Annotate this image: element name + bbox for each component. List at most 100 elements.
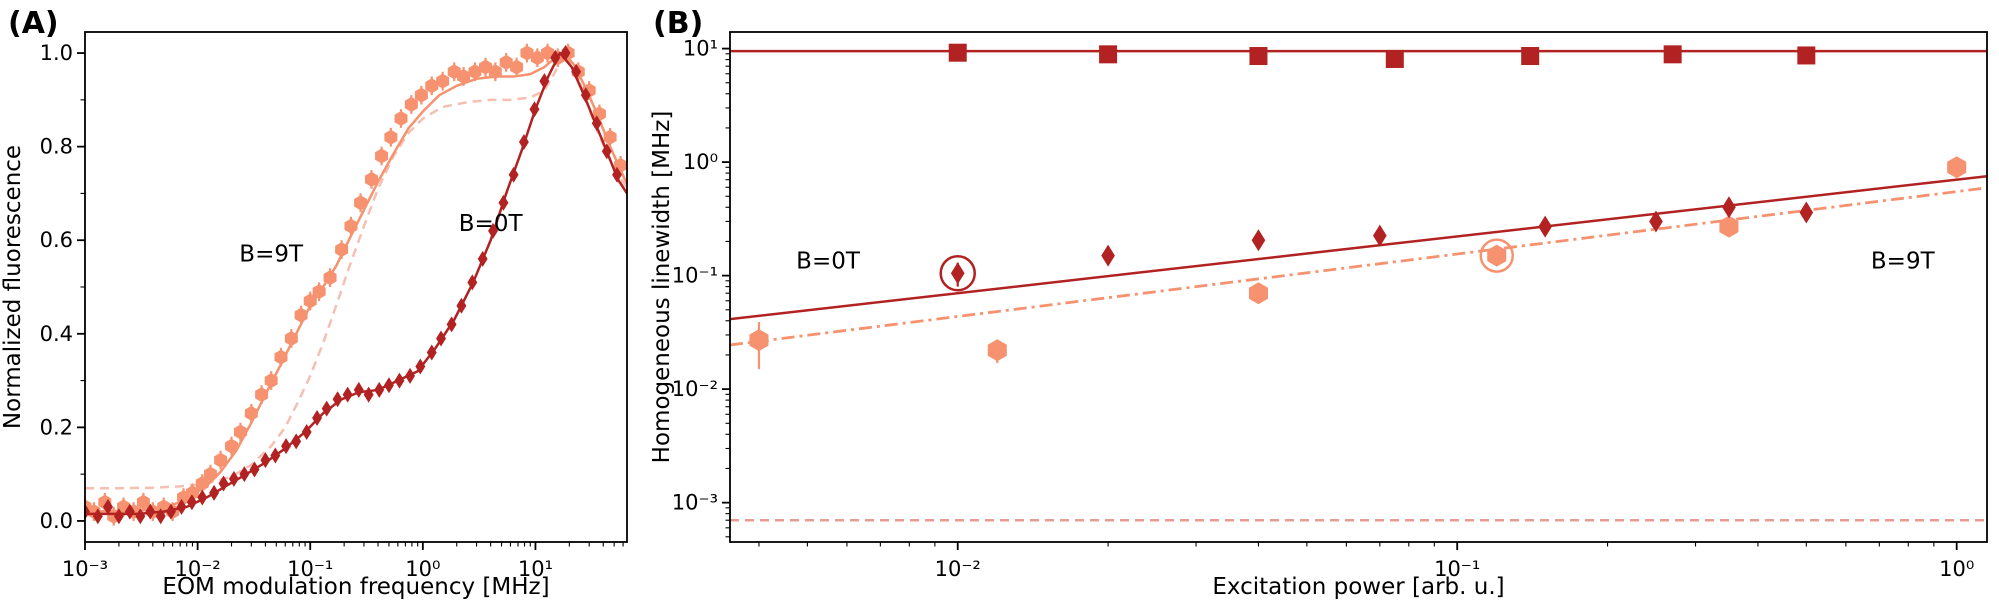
- diamond-marker: [477, 250, 488, 267]
- diamond-marker: [332, 391, 343, 408]
- diamond-marker: [176, 498, 187, 515]
- square-marker: [1663, 45, 1682, 64]
- x-tick-label: 10⁰: [1939, 557, 1974, 581]
- hexagon-marker: [603, 129, 617, 145]
- series-B9T-points: [84, 43, 628, 526]
- diamond-marker: [145, 503, 156, 520]
- diamond-marker: [312, 410, 323, 427]
- panel-a-chart: 10⁻³ 10⁻² 10⁻¹ 10⁰ 10¹ 0.0 0.2 0.4 0.6 0.8 1.0 EOM …: [0, 31, 628, 600]
- hexagon-marker: [499, 54, 513, 70]
- diamond-marker: [1251, 229, 1266, 252]
- diamond-marker: [580, 87, 591, 104]
- axes-box: [729, 31, 1988, 543]
- diamond-marker: [1101, 244, 1115, 267]
- hexagon-marker: [488, 64, 502, 80]
- diamond-marker: [550, 49, 561, 66]
- series-B0T-points: [84, 45, 622, 525]
- diamond-marker: [186, 494, 197, 511]
- diamond-marker: [415, 358, 426, 375]
- diamond-marker: [209, 484, 220, 501]
- y-tick-label: 10¹: [683, 37, 718, 61]
- hexagon-marker: [233, 424, 247, 440]
- diamond-marker: [103, 498, 113, 515]
- hexagon-marker: [404, 97, 418, 113]
- hexagon-marker: [749, 329, 769, 352]
- diamond-marker: [166, 503, 176, 520]
- hexagon-marker: [375, 148, 389, 164]
- hexagon-marker: [323, 270, 337, 286]
- y-tick-label: 10⁰: [683, 150, 718, 174]
- diamond-marker: [518, 133, 529, 150]
- hexagon-marker: [284, 330, 298, 346]
- y-tick-label: 0.6: [40, 228, 73, 252]
- hexagon-marker: [214, 452, 228, 468]
- panel-b-ylabel: Homogeneous linewidth [MHz]: [649, 111, 675, 464]
- annotation-b-9t: B=9T: [239, 241, 304, 267]
- y-tick-label: 1.0: [40, 41, 73, 65]
- hexagon-marker: [255, 387, 269, 403]
- x-tick-label: 10⁻³: [62, 557, 108, 581]
- panel-b-ticks: 10⁻² 10⁻¹ 10⁰ 10⁻³ 10⁻² 10⁻¹ 10⁰ 10¹: [672, 37, 1974, 581]
- x-tick-label: 10⁻²: [935, 557, 981, 581]
- diamond-marker: [571, 63, 582, 80]
- hexagon-marker: [1487, 244, 1507, 267]
- hexagon-marker: [274, 349, 288, 365]
- hexagon-marker: [510, 59, 524, 75]
- hexagon-marker: [478, 59, 492, 75]
- diamond-marker: [405, 367, 416, 384]
- hexagon-marker: [1947, 156, 1967, 179]
- diamond-marker: [374, 381, 385, 398]
- series-B9T-fit-dashed: [85, 51, 628, 490]
- y-tick-label: 10⁻³: [672, 491, 718, 515]
- hexagon-marker: [294, 307, 308, 323]
- hexagon-marker: [225, 438, 239, 454]
- diamond-marker: [456, 297, 467, 314]
- diamond-marker: [228, 470, 239, 487]
- diamond-marker: [539, 73, 550, 90]
- diamond-marker: [281, 438, 292, 455]
- diamond-marker: [560, 45, 571, 62]
- square-marker: [1521, 47, 1540, 66]
- diamond-marker: [529, 101, 540, 118]
- square-marker: [948, 43, 967, 62]
- x-tick-label: 10¹: [518, 557, 553, 581]
- hexagon-marker: [264, 373, 278, 389]
- hexagon-marker: [1719, 215, 1739, 238]
- hexagon-marker: [303, 293, 317, 309]
- square-marker: [1099, 45, 1118, 64]
- hexagon-marker: [457, 68, 471, 84]
- hexagon-marker: [468, 64, 482, 80]
- hexagon-marker: [530, 50, 544, 66]
- hexagon-marker: [394, 111, 408, 127]
- hexagon-marker: [185, 485, 199, 501]
- hexagon-marker: [136, 494, 150, 510]
- diamond-marker: [498, 194, 509, 211]
- hexagon-marker: [541, 45, 555, 61]
- diamond-marker: [467, 274, 478, 291]
- hexagon-marker: [335, 242, 349, 258]
- y-tick-label: 0.8: [40, 135, 73, 159]
- hexagon-marker: [365, 171, 378, 187]
- hexagon-marker: [244, 405, 258, 421]
- hexagon-marker: [312, 284, 326, 300]
- diamond-marker: [601, 143, 612, 160]
- diamond-marker: [135, 508, 146, 525]
- circle-highlight: [939, 254, 976, 292]
- annotation-b-0t: B=0T: [796, 249, 861, 275]
- y-tick-label: 0.0: [40, 509, 73, 533]
- diamond-marker: [92, 508, 103, 525]
- panel-a-xlabel: EOM modulation frequency [MHz]: [162, 574, 549, 600]
- diamond-marker: [301, 424, 312, 441]
- diamond-marker: [426, 344, 437, 361]
- diamond-marker: [291, 433, 302, 450]
- hexagon-marker: [425, 78, 439, 94]
- diamond-marker: [363, 386, 374, 403]
- diamond-marker: [353, 381, 364, 398]
- hexagon-marker: [414, 87, 428, 103]
- circle-highlight: [1479, 238, 1515, 273]
- diamond-marker: [436, 330, 446, 347]
- diamond-marker: [591, 115, 602, 132]
- diamond-marker: [1649, 210, 1663, 233]
- panel-b-series: [729, 43, 1988, 522]
